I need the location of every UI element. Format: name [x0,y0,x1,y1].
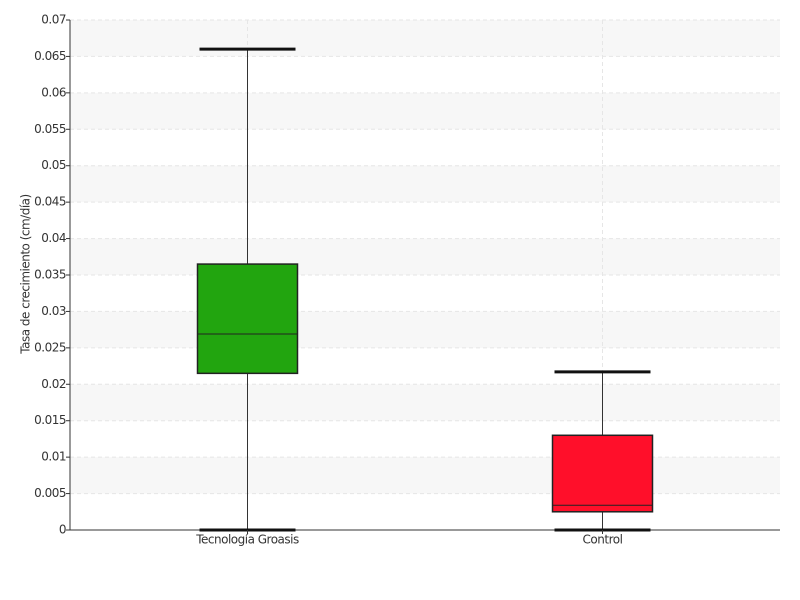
y-tick-label: 0.05 [41,158,66,172]
box [196,263,299,375]
box [551,434,654,513]
x-tick-label: Control [583,533,623,547]
y-tick-label: 0.06 [41,85,66,99]
y-tick-label: 0.025 [34,340,66,354]
grid-band [70,20,780,57]
y-tick-label: 0.04 [41,231,66,245]
y-tick-label: 0.07 [41,13,66,27]
grid-band [70,165,780,203]
grid-band [70,92,780,130]
grid-band [70,311,780,348]
y-tick-label: 0 [59,523,66,537]
y-tick-label: 0.015 [34,413,66,427]
y-tick-label: 0.035 [34,268,66,282]
y-tick-label: 0.065 [34,49,66,63]
y-tick-label: 0.02 [41,377,66,391]
y-tick-label: 0.01 [41,450,66,464]
x-tick-label: Tecnología Groasis [195,533,299,547]
grid-band [70,238,780,275]
y-tick-label: 0.045 [34,195,66,209]
grid-band [70,457,780,494]
y-tick-label: 0.055 [34,122,66,136]
y-tick-label: 0.03 [41,304,66,318]
y-tick-label: 0.005 [34,486,66,500]
y-axis-label: Tasa de crecimiento (cm/día) [19,194,33,354]
grid-band [70,384,780,421]
